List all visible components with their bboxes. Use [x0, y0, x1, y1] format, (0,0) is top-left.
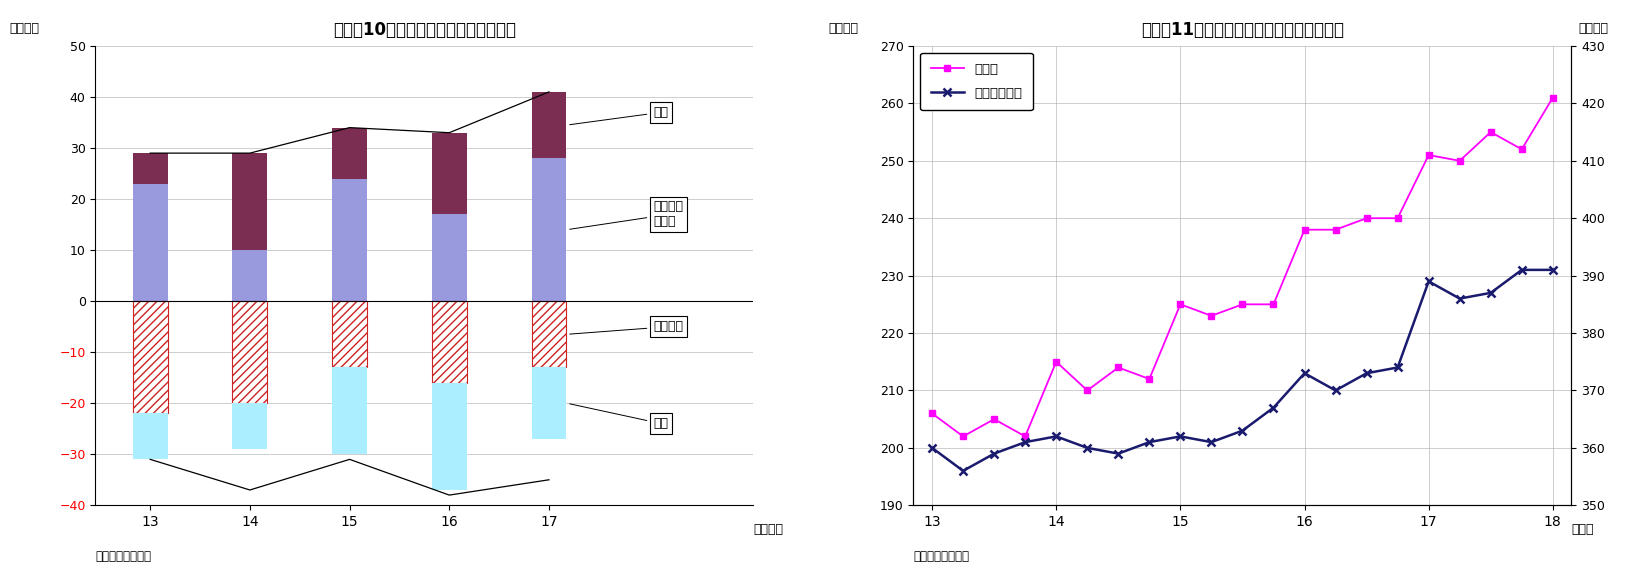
Title: （図表10）部門別資金過不足（年度）: （図表10）部門別資金過不足（年度）	[332, 21, 516, 39]
借入（右軸）	[1481, 289, 1501, 296]
Text: 民間非金
融法人: 民間非金 融法人	[570, 201, 684, 229]
借入（右軸）	[1109, 450, 1128, 457]
Bar	[431, 301, 467, 383]
借入（右軸）	[985, 450, 1004, 457]
現預金	[954, 433, 974, 440]
現預金	[1294, 226, 1314, 233]
Bar	[431, 383, 467, 490]
現預金	[1387, 215, 1407, 222]
現預金	[923, 410, 943, 417]
借入（右軸）	[1201, 438, 1221, 445]
Text: （兆円）: （兆円）	[10, 22, 39, 35]
借入（右軸）	[1078, 444, 1097, 451]
現預金	[1420, 152, 1439, 159]
Bar	[233, 250, 267, 301]
借入（右軸）	[1451, 295, 1470, 302]
Bar	[133, 301, 168, 413]
Text: （兆円）: （兆円）	[829, 22, 858, 35]
Bar	[431, 215, 467, 301]
Bar	[133, 413, 168, 459]
現預金	[1263, 301, 1283, 308]
Legend: 現預金, 借入（右軸）: 現預金, 借入（右軸）	[920, 52, 1032, 110]
Text: 一般政府: 一般政府	[570, 320, 684, 334]
Title: （図表11）民間非金融法人の現預金・借入: （図表11）民間非金融法人の現預金・借入	[1141, 21, 1345, 39]
Bar	[233, 301, 267, 403]
借入（右軸）	[1140, 438, 1159, 445]
Text: 家計: 家計	[570, 106, 669, 125]
現預金	[1078, 387, 1097, 394]
借入（右軸）	[1543, 266, 1563, 273]
借入（右軸）	[1387, 364, 1407, 371]
Text: 海外: 海外	[570, 404, 669, 430]
借入（右軸）	[1420, 278, 1439, 285]
Bar	[233, 403, 267, 449]
Bar	[531, 92, 567, 158]
借入（右軸）	[1356, 370, 1376, 377]
Text: （兆円）: （兆円）	[1578, 22, 1608, 35]
Bar	[531, 158, 567, 301]
現預金	[1356, 215, 1376, 222]
Bar	[233, 153, 267, 250]
Bar	[133, 184, 168, 301]
現預金	[1232, 301, 1252, 308]
借入（右軸）	[954, 468, 974, 475]
Text: （年度）: （年度）	[754, 523, 783, 536]
借入（右軸）	[923, 444, 943, 451]
現預金	[985, 416, 1004, 423]
借入（右軸）	[1232, 427, 1252, 434]
借入（右軸）	[1512, 266, 1532, 273]
現預金	[1016, 433, 1035, 440]
Text: （年）: （年）	[1571, 523, 1594, 536]
現預金	[1325, 226, 1345, 233]
Line: 借入（右軸）: 借入（右軸）	[928, 266, 1556, 475]
借入（右軸）	[1325, 387, 1345, 394]
現預金	[1543, 94, 1563, 101]
Text: （資料）日本銀行: （資料）日本銀行	[913, 550, 969, 563]
Bar	[531, 367, 567, 439]
Bar	[531, 301, 567, 367]
Bar	[332, 178, 366, 301]
借入（右軸）	[1263, 404, 1283, 411]
Line: 現預金: 現預金	[928, 94, 1556, 440]
Bar	[431, 133, 467, 215]
現預金	[1512, 146, 1532, 153]
Bar	[332, 367, 366, 454]
借入（右軸）	[1294, 370, 1314, 377]
現預金	[1047, 358, 1066, 365]
現預金	[1201, 312, 1221, 319]
現預金	[1481, 129, 1501, 136]
借入（右軸）	[1047, 433, 1066, 440]
借入（右軸）	[1171, 433, 1190, 440]
現預金	[1451, 157, 1470, 164]
借入（右軸）	[1016, 438, 1035, 445]
Bar	[332, 301, 366, 367]
Text: （資料）日本銀行: （資料）日本銀行	[96, 550, 151, 563]
現預金	[1171, 301, 1190, 308]
Bar	[332, 128, 366, 178]
Bar	[133, 153, 168, 184]
現預金	[1109, 364, 1128, 371]
現預金	[1140, 375, 1159, 382]
